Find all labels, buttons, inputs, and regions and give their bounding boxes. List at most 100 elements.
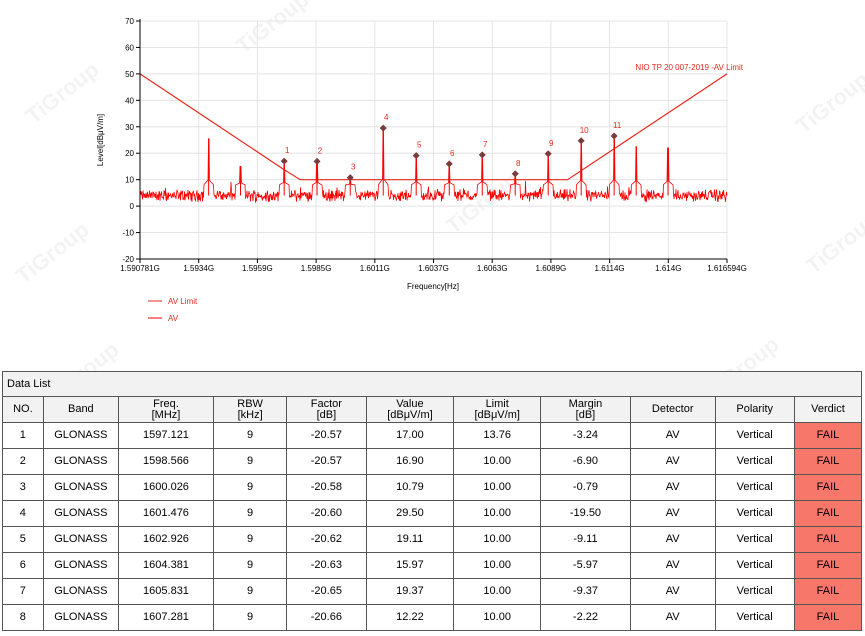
- table-cell: 19.11: [365, 526, 455, 553]
- table-cell: 9: [213, 474, 288, 501]
- table-cell: GLONASS: [42, 448, 119, 475]
- marker-label: 2: [318, 146, 323, 155]
- marker-diamond: [544, 150, 552, 158]
- marker-diamond: [280, 157, 288, 165]
- table-cell: 1602.926: [117, 526, 215, 553]
- y-tick-label: 60: [125, 43, 134, 52]
- av-limit-line: [139, 73, 728, 181]
- table-cell: 29.50: [365, 500, 455, 527]
- table-cell: 9: [213, 604, 288, 631]
- x-tick-label: 1.6063G: [477, 264, 508, 273]
- table-cell: Vertical: [714, 578, 795, 605]
- table-cell: 9: [213, 448, 288, 475]
- av-noise-floor: [139, 127, 728, 203]
- table-row: 2 GLONASS 1598.566 9 -20.57 16.90 10.00 -6.90 AV…: [2, 448, 863, 475]
- table-cell: -20.57: [286, 422, 367, 449]
- verdict-cell: FAIL: [793, 552, 863, 579]
- table-header-cell: Band: [42, 396, 119, 423]
- axes: -20 -10 0 10 20 30 40 50 60 70 1.590781G 1.5934G 1.5…: [120, 17, 747, 273]
- table-row: 6 GLONASS 1604.381 9 -20.63 15.97 10.00 -5.97 AV…: [2, 552, 863, 579]
- table-cell: 7: [2, 578, 44, 605]
- verdict-cell: FAIL: [793, 422, 863, 449]
- table-cell: GLONASS: [42, 578, 119, 605]
- table-cell: 9: [213, 526, 288, 553]
- table-cell: 9: [213, 500, 288, 527]
- table-cell: 10.00: [453, 552, 542, 579]
- marker-diamond: [313, 157, 321, 165]
- x-tick-label: 1.5985G: [301, 264, 332, 273]
- x-tick-label: 1.6037G: [418, 264, 449, 273]
- marker-diamond: [610, 132, 618, 140]
- table-cell: -20.57: [286, 448, 367, 475]
- table-cell: AV: [629, 578, 716, 605]
- legend: AV Limit AV: [148, 297, 198, 323]
- table-cell: -20.65: [286, 578, 367, 605]
- marker-label: 4: [384, 113, 389, 122]
- table-header-row: NO. Band Freq. [MHz] RBW [kHz] Factor [dB] Value…: [2, 396, 863, 423]
- table-cell: Vertical: [714, 448, 795, 475]
- verdict-cell: FAIL: [793, 526, 863, 553]
- av-limit-polyline: [139, 73, 728, 181]
- table-cell: Vertical: [714, 526, 795, 553]
- table-cell: AV: [629, 474, 716, 501]
- y-tick-label: -20: [122, 255, 134, 264]
- table-cell: -20.63: [286, 552, 367, 579]
- limit-annotation: NIO TP 20 007-2019 -AV Limit: [635, 63, 743, 72]
- table-cell: -20.62: [286, 526, 367, 553]
- verdict-cell: FAIL: [793, 578, 863, 605]
- table-header-cell: Detector: [629, 396, 716, 423]
- x-tick-label: 1.590781G: [120, 264, 160, 273]
- table-cell: AV: [629, 552, 716, 579]
- table-header-cell: RBW [kHz]: [213, 396, 288, 423]
- table-cell: 1601.476: [117, 500, 215, 527]
- table-cell: -20.58: [286, 474, 367, 501]
- x-tick-label: 1.5959G: [242, 264, 273, 273]
- table-row: 4 GLONASS 1601.476 9 -20.60 29.50 10.00 -19.50 A…: [2, 500, 863, 527]
- x-axis-label: Frequency[Hz]: [407, 282, 459, 291]
- table-cell: 1607.281: [117, 604, 215, 631]
- x-tick-label: 1.5934G: [183, 264, 214, 273]
- verdict-cell: FAIL: [793, 500, 863, 527]
- table-row: 8 GLONASS 1607.281 9 -20.66 12.22 10.00 -2.22 AV…: [2, 604, 863, 631]
- table-cell: 13.76: [453, 422, 542, 449]
- table-cell: Vertical: [714, 604, 795, 631]
- x-tick-label: 1.614G: [655, 264, 681, 273]
- table-cell: 15.97: [365, 552, 455, 579]
- table-cell: -3.24: [540, 422, 631, 449]
- table-cell: AV: [629, 526, 716, 553]
- table-cell: Vertical: [714, 552, 795, 579]
- table-header-cell: Factor [dB]: [286, 396, 367, 423]
- marker-diamond: [379, 124, 387, 132]
- av-spurs: [208, 138, 669, 196]
- marker-diamond: [445, 160, 453, 168]
- table-cell: 10.00: [453, 604, 542, 631]
- x-tick-label: 1.616594G: [707, 264, 747, 273]
- y-tick-label: 0: [130, 202, 135, 211]
- table-cell: 19.37: [365, 578, 455, 605]
- table-cell: 1605.831: [117, 578, 215, 605]
- table-row: 3 GLONASS 1600.026 9 -20.58 10.79 10.00 -0.79 AV…: [2, 474, 863, 501]
- marker-label: 1: [285, 146, 290, 155]
- table-cell: 16.90: [365, 448, 455, 475]
- table-cell: -9.11: [540, 526, 631, 553]
- table-cell: -20.66: [286, 604, 367, 631]
- table-cell: GLONASS: [42, 604, 119, 631]
- marker-label: 3: [351, 163, 356, 172]
- table-cell: 9: [213, 552, 288, 579]
- marker-label: 10: [580, 126, 589, 135]
- table-cell: Vertical: [714, 500, 795, 527]
- marker-label: 7: [483, 140, 488, 149]
- table-cell: 9: [213, 578, 288, 605]
- table-cell: -2.22: [540, 604, 631, 631]
- table-cell: AV: [629, 448, 716, 475]
- verdict-cell: FAIL: [793, 474, 863, 501]
- table-row: 1 GLONASS 1597.121 9 -20.57 17.00 13.76 -3.24 AV…: [2, 422, 863, 449]
- table-cell: -20.60: [286, 500, 367, 527]
- y-tick-label: 10: [125, 176, 134, 185]
- table-cell: GLONASS: [42, 474, 119, 501]
- table-cell: 1598.566: [117, 448, 215, 475]
- y-tick-label: 30: [125, 123, 134, 132]
- spectrum-chart: 1 2 3 4 5 6 7 8 9 10 11 -20 -10 0 10 20 30 40 50 60 70 1.590…: [96, 17, 747, 323]
- legend-label-av: AV: [168, 314, 179, 323]
- table-cell: 10.79: [365, 474, 455, 501]
